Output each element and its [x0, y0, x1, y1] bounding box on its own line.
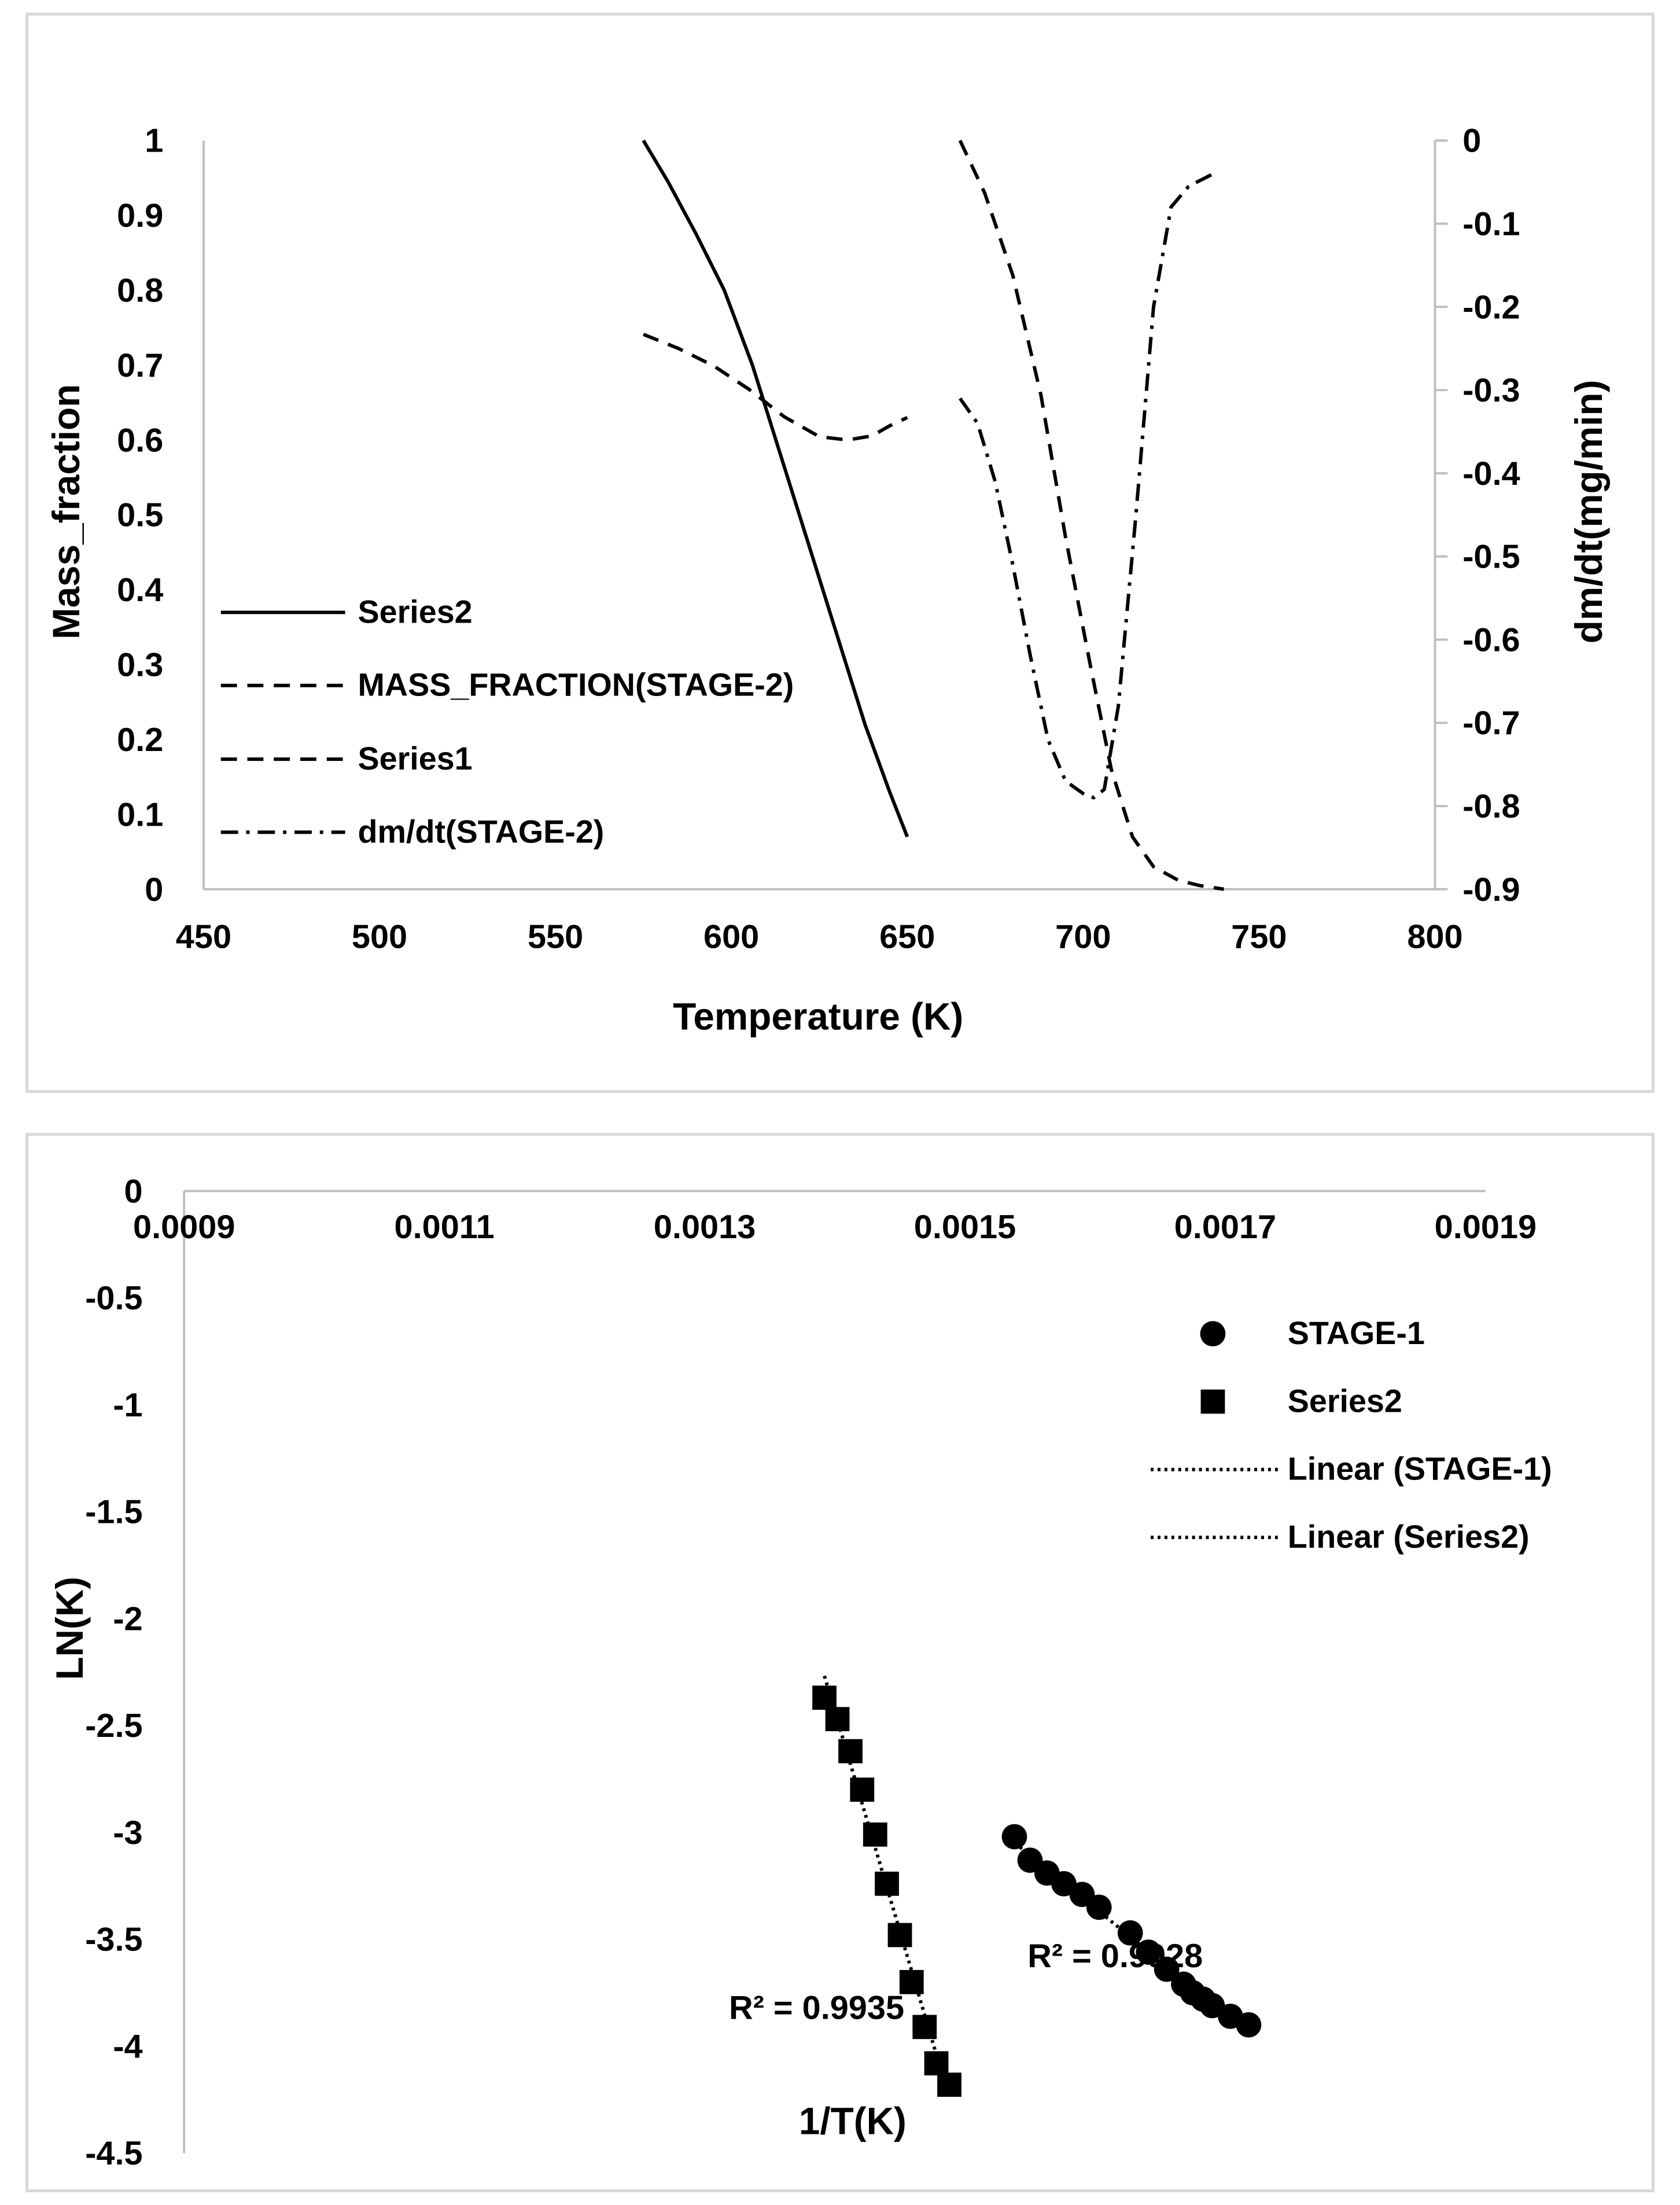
- legend-label: STAGE-1: [1288, 1315, 1425, 1351]
- legend-label: Series2: [1288, 1383, 1402, 1419]
- series-line-dm-dt-stage-2-: [959, 172, 1214, 800]
- data-point-stage-1: [1001, 1824, 1027, 1850]
- mass-fraction-chart: 0 0.1 0.2 0.3 0.4 0.5 0.6 0.7 0.8 0.9 1 -0.9 -0.8 -0.…: [45, 123, 1610, 1038]
- data-point-series2: [850, 1777, 875, 1802]
- arrhenius-chart: 0 -0.5 -1 -1.5 -2 -2.5 -3 -3.5 -4 -4.5 0.0009 0.001…: [49, 1173, 1552, 2172]
- x-tick-label: 600: [703, 918, 759, 955]
- legend-label: Series1: [358, 741, 472, 776]
- x-tick-label: 700: [1055, 918, 1111, 955]
- y-tick-label: -4.5: [85, 2135, 142, 2172]
- y2-tick-label: -0.5: [1462, 539, 1520, 576]
- r2-label-series2: R² = 0.9935: [729, 1990, 904, 2027]
- x-tick-label: 450: [176, 918, 231, 955]
- legend-label: Linear (Series2): [1288, 1519, 1530, 1555]
- series-line-series2: [642, 139, 909, 838]
- data-point-series2: [838, 1739, 863, 1764]
- data-point-series2: [924, 2051, 949, 2076]
- y-tick-label: 1: [145, 123, 163, 160]
- y-tick-label: 0.1: [117, 796, 163, 833]
- y2-tick-label: 0: [1462, 123, 1481, 160]
- data-point-stage-1: [1236, 2012, 1262, 2038]
- r2-label-stage-1: R² = 0.9928: [1027, 1938, 1203, 1975]
- y2-axis-title: dm/dt(mg/min): [1568, 380, 1610, 644]
- data-point-series2: [863, 1822, 887, 1847]
- y2-tick-label: -0.8: [1462, 788, 1520, 825]
- x-tick-label: 0.0017: [1174, 1209, 1276, 1246]
- y2-tick-label: -0.4: [1462, 455, 1520, 492]
- y2-tick-label: -0.7: [1462, 705, 1520, 742]
- data-point-stage-1: [1199, 1993, 1225, 2019]
- data-point-series2: [825, 1707, 850, 1732]
- x-tick-label: 650: [879, 918, 935, 955]
- series-line-series1: [643, 333, 908, 442]
- y2-tick-label: -0.6: [1462, 621, 1520, 658]
- x-tick-label: 0.0013: [654, 1209, 756, 1246]
- y-tick-label: -3.5: [85, 1921, 142, 1959]
- legend-marker-circle: [1200, 1321, 1226, 1347]
- y2-tick-label: -0.1: [1462, 206, 1520, 243]
- y-tick-label: 0.9: [117, 197, 163, 234]
- y-tick-label: 0: [145, 871, 163, 908]
- top-chart-panel: 0 0.1 0.2 0.3 0.4 0.5 0.6 0.7 0.8 0.9 1 -0.9 -0.8 -0.…: [25, 13, 1655, 1093]
- data-point-series2: [887, 1923, 912, 1948]
- data-point-stage-1: [1086, 1894, 1112, 1920]
- y-axis-title: LN(K): [49, 1577, 91, 1680]
- x-axis-title: Temperature (K): [673, 996, 963, 1038]
- legend-label: Linear (STAGE-1): [1288, 1451, 1552, 1487]
- x-tick-label: 0.0019: [1435, 1209, 1537, 1246]
- x-tick-label: 550: [528, 918, 583, 955]
- y2-tick-label: -0.3: [1462, 372, 1520, 409]
- data-point-stage-1: [1051, 1871, 1077, 1897]
- data-point-series2: [899, 1970, 924, 1994]
- data-point-series2: [812, 1685, 837, 1710]
- x-tick-label: 0.0009: [133, 1209, 235, 1246]
- data-point-stage-1: [1154, 1956, 1180, 1982]
- legend-marker-square: [1200, 1389, 1225, 1414]
- x-tick-label: 0.0015: [914, 1209, 1016, 1246]
- y-axis-title: Mass_fraction: [45, 384, 87, 639]
- data-point-series2: [937, 2073, 961, 2097]
- legend-label: Series2: [358, 594, 472, 630]
- y-tick-label: -0.5: [85, 1280, 142, 1317]
- y-tick-label: -1.5: [85, 1494, 142, 1531]
- y-tick-label: 0: [124, 1173, 143, 1210]
- y-tick-label: -2.5: [85, 1707, 142, 1744]
- y-tick-label: -4: [113, 2028, 142, 2065]
- data-point-series2: [875, 1871, 899, 1896]
- x-tick-label: 500: [352, 918, 407, 955]
- y-tick-label: 0.6: [117, 422, 163, 459]
- x-tick-label: 750: [1231, 918, 1287, 955]
- y2-tick-label: -0.9: [1462, 871, 1520, 908]
- y-tick-label: -2: [113, 1600, 142, 1637]
- x-axis-title: 1/T(K): [799, 2100, 907, 2143]
- x-tick-label: 0.0011: [395, 1209, 495, 1246]
- y-tick-label: 0.3: [117, 647, 163, 684]
- data-point-stage-1: [1117, 1920, 1143, 1946]
- x-tick-label: 800: [1407, 918, 1462, 955]
- y-tick-label: 0.8: [117, 273, 163, 310]
- data-point-stage-1: [1136, 1939, 1162, 1965]
- bottom-chart-panel: 0 -0.5 -1 -1.5 -2 -2.5 -3 -3.5 -4 -4.5 0.0009 0.001…: [25, 1133, 1655, 2192]
- y-tick-label: 0.5: [117, 497, 163, 534]
- y-tick-label: 0.4: [117, 572, 163, 609]
- legend-label: dm/dt(STAGE-2): [358, 813, 604, 849]
- y-tick-label: 0.2: [117, 721, 163, 759]
- y2-tick-label: -0.2: [1462, 289, 1520, 326]
- series-line-mass-fraction-stage-2-: [958, 139, 1224, 891]
- y-tick-label: 0.7: [117, 347, 163, 384]
- legend-label: MASS_FRACTION(STAGE-2): [358, 667, 794, 703]
- y-tick-label: -1: [113, 1387, 142, 1424]
- y-tick-label: -3: [113, 1814, 142, 1851]
- data-point-series2: [912, 2015, 937, 2040]
